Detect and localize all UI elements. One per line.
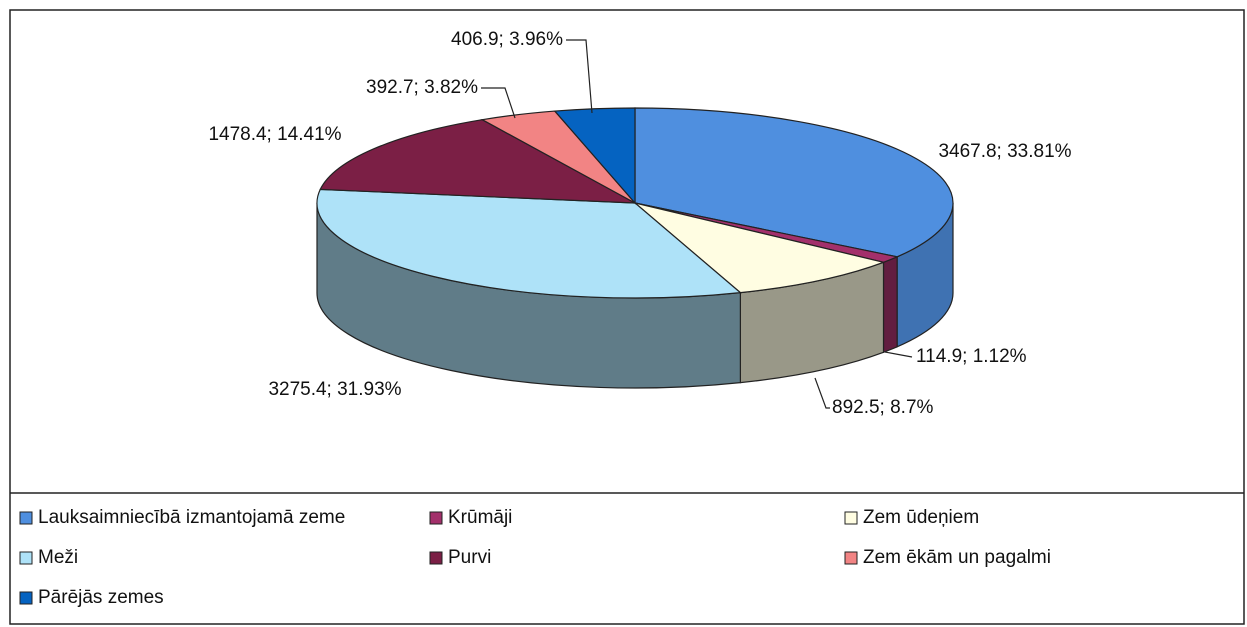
pie-slice	[634, 202, 886, 294]
leader-line	[481, 87, 516, 119]
legend-label: Lauksaimniecībā izmantojamā zeme	[38, 507, 345, 528]
legend-swatch	[19, 511, 33, 525]
pie-side	[882, 255, 898, 354]
data-label: 892.5; 8.7%	[832, 397, 934, 418]
legend-label: Pārējās zemes	[38, 587, 164, 608]
legend-swatch	[19, 591, 33, 605]
legend-swatch	[844, 551, 858, 565]
legend-swatch	[429, 511, 443, 525]
legend-label: Meži	[38, 547, 78, 568]
leader-line	[814, 377, 830, 409]
data-label: 114.9; 1.12%	[916, 346, 1027, 367]
legend-swatch	[19, 551, 33, 565]
frame	[9, 9, 1245, 625]
legend-label: Krūmāji	[448, 507, 512, 528]
legend-swatch	[429, 551, 443, 565]
data-label: 392.7; 3.82%	[366, 77, 478, 98]
legend-label: Purvi	[448, 547, 491, 568]
pie-slice	[316, 188, 742, 299]
data-label: 406.9; 3.96%	[451, 29, 563, 50]
pie-slice	[553, 107, 636, 205]
legend-label: Zem ūdeņiem	[863, 507, 979, 528]
legend-label: Zem ēkām un pagalmi	[863, 547, 1051, 568]
pie-slice	[634, 107, 954, 258]
data-label: 3467.8; 33.81%	[938, 141, 1071, 162]
leader-line	[566, 39, 593, 114]
data-label: 1478.4; 14.41%	[208, 124, 341, 145]
data-label: 3275.4; 31.93%	[268, 379, 401, 400]
leader-line	[884, 351, 913, 358]
pie-slice	[319, 119, 636, 204]
legend-swatch	[844, 511, 858, 525]
